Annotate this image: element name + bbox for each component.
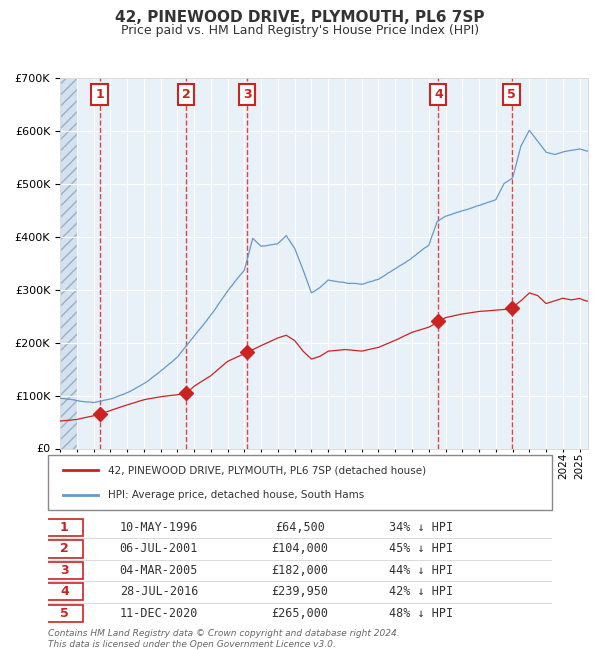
Text: 48% ↓ HPI: 48% ↓ HPI <box>389 607 453 620</box>
Text: 4: 4 <box>434 88 443 101</box>
Text: 3: 3 <box>60 564 68 577</box>
Text: 45% ↓ HPI: 45% ↓ HPI <box>389 542 453 555</box>
Text: £265,000: £265,000 <box>271 607 329 620</box>
Text: HPI: Average price, detached house, South Hams: HPI: Average price, detached house, Sout… <box>109 490 365 500</box>
FancyBboxPatch shape <box>46 583 83 601</box>
Text: 2: 2 <box>182 88 190 101</box>
Text: 1: 1 <box>95 88 104 101</box>
Text: £239,950: £239,950 <box>271 586 329 598</box>
Bar <box>60 78 77 448</box>
Text: 06-JUL-2001: 06-JUL-2001 <box>119 542 198 555</box>
Bar <box>60 78 77 448</box>
Text: Contains HM Land Registry data © Crown copyright and database right 2024.
This d: Contains HM Land Registry data © Crown c… <box>48 629 400 649</box>
Text: 1: 1 <box>60 521 69 534</box>
Text: 10-MAY-1996: 10-MAY-1996 <box>119 521 198 534</box>
FancyBboxPatch shape <box>46 519 83 536</box>
Text: 42% ↓ HPI: 42% ↓ HPI <box>389 586 453 598</box>
Text: 44% ↓ HPI: 44% ↓ HPI <box>389 564 453 577</box>
Text: 4: 4 <box>60 586 69 598</box>
Text: £64,500: £64,500 <box>275 521 325 534</box>
FancyBboxPatch shape <box>48 455 552 510</box>
Text: 42, PINEWOOD DRIVE, PLYMOUTH, PL6 7SP: 42, PINEWOOD DRIVE, PLYMOUTH, PL6 7SP <box>115 10 485 25</box>
Text: 11-DEC-2020: 11-DEC-2020 <box>119 607 198 620</box>
Text: 2: 2 <box>60 542 69 555</box>
FancyBboxPatch shape <box>46 604 83 622</box>
Text: 5: 5 <box>60 607 69 620</box>
Text: 3: 3 <box>243 88 251 101</box>
FancyBboxPatch shape <box>46 540 83 558</box>
Text: £182,000: £182,000 <box>271 564 329 577</box>
Text: £104,000: £104,000 <box>271 542 329 555</box>
Text: 42, PINEWOOD DRIVE, PLYMOUTH, PL6 7SP (detached house): 42, PINEWOOD DRIVE, PLYMOUTH, PL6 7SP (d… <box>109 465 427 475</box>
Text: Price paid vs. HM Land Registry's House Price Index (HPI): Price paid vs. HM Land Registry's House … <box>121 24 479 37</box>
Text: 5: 5 <box>507 88 516 101</box>
Text: 34% ↓ HPI: 34% ↓ HPI <box>389 521 453 534</box>
FancyBboxPatch shape <box>46 562 83 579</box>
Text: 28-JUL-2016: 28-JUL-2016 <box>119 586 198 598</box>
Text: 04-MAR-2005: 04-MAR-2005 <box>119 564 198 577</box>
